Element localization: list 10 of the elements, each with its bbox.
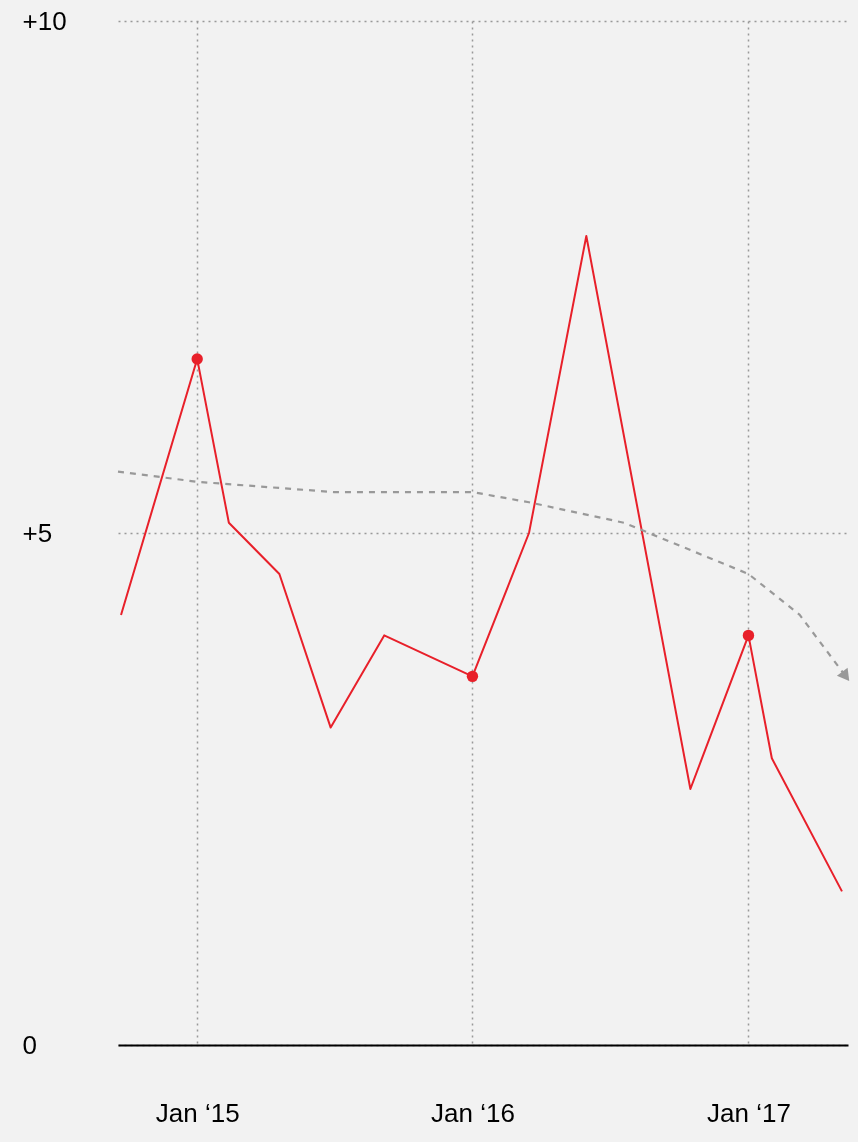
x-tick-label: Jan ‘17 bbox=[707, 1097, 791, 1128]
line-series bbox=[120, 235, 843, 893]
point bbox=[466, 670, 479, 683]
y-tick-label: +5 bbox=[22, 517, 53, 548]
y-tick-label: 0 bbox=[22, 1029, 37, 1060]
point bbox=[191, 353, 203, 365]
point bbox=[742, 629, 755, 642]
y-tick-label: +10 bbox=[22, 5, 67, 36]
x-tick-label: Jan ‘15 bbox=[155, 1097, 240, 1128]
x-tick-label: Jan ‘16 bbox=[431, 1097, 515, 1128]
